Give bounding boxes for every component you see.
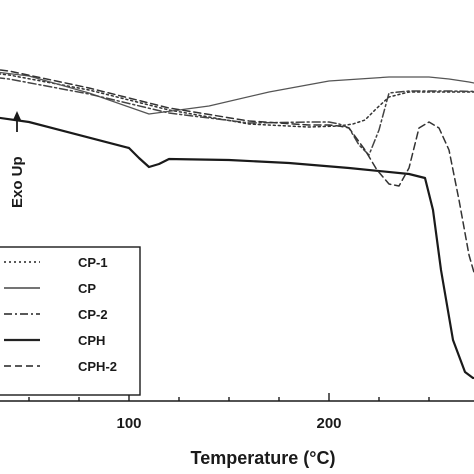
legend-label-cph: CPH [78, 333, 105, 348]
series-layer [0, 69, 474, 380]
legend-label-cp: CP [78, 281, 96, 296]
series-line-cp [0, 71, 474, 115]
axes-layer: 100 200 [0, 393, 474, 432]
y-axis-annotation: Exo Up [9, 156, 26, 208]
series-line-cph-2 [0, 69, 474, 276]
x-axis-title: Temperature (°C) [191, 448, 336, 468]
legend-label-cp-1: CP-1 [78, 255, 108, 270]
x-tick-label: 200 [316, 415, 341, 432]
exo-up-arrow [13, 111, 21, 132]
x-tick-label: 100 [116, 415, 141, 432]
legend: CP-1 CP CP-2 CPH CPH-2 [0, 246, 141, 396]
legend-box [0, 246, 141, 396]
legend-label-cph-2: CPH-2 [78, 359, 117, 374]
legend-label-cp-2: CP-2 [78, 307, 108, 322]
series-line-cp-2 [0, 77, 474, 156]
series-line-cph [0, 116, 474, 380]
series-line-cp-1 [0, 73, 474, 128]
